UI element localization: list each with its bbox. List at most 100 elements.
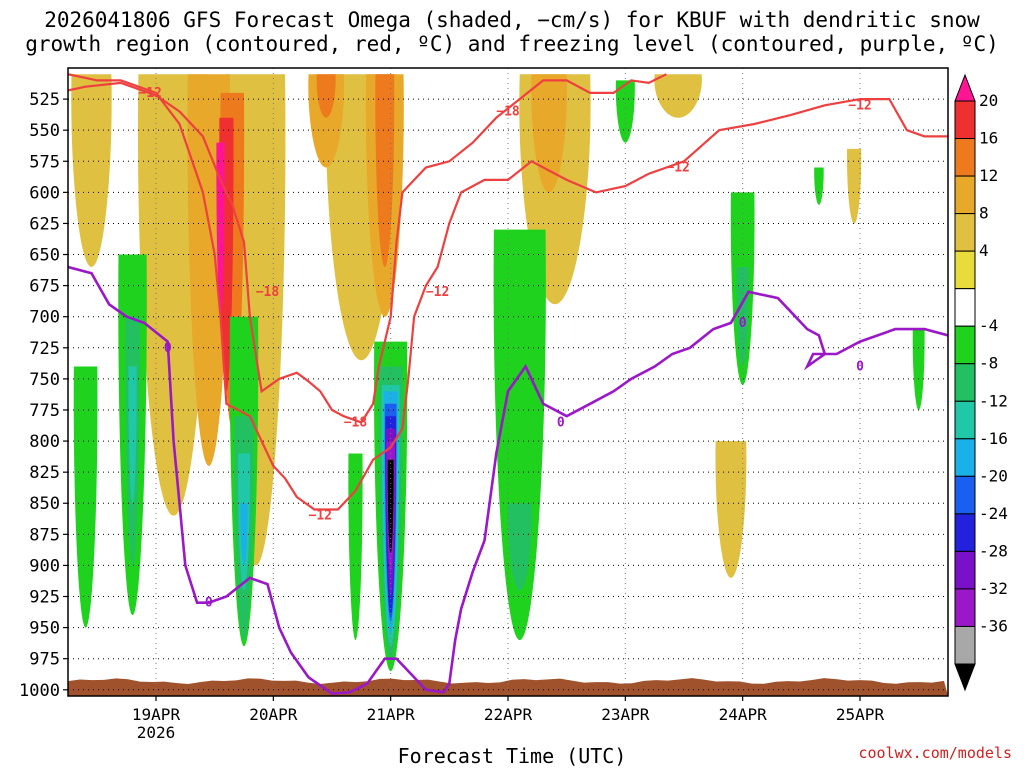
x-tick-label: 23APR [601, 705, 650, 724]
colorbar-tick-label: -12 [979, 391, 1008, 410]
colorbar-segment [954, 175, 976, 215]
y-tick-label: 925 [29, 588, 60, 608]
contour-label: −12 [309, 509, 332, 524]
omega-shade-region [348, 453, 363, 641]
x-tick-label: 21APR [367, 705, 416, 724]
colorbar-bottom-arrow [954, 663, 976, 692]
contour-label: −12 [426, 285, 449, 300]
colorbar-segment [954, 438, 976, 477]
colorbar-tick-label: -32 [979, 579, 1008, 598]
x-axis-label: Forecast Time (UTC) [397, 744, 627, 768]
contour-label: −12 [848, 98, 871, 113]
colorbar-tick-label: -8 [979, 354, 998, 373]
contour-snow-growth-bottom-minus12 [68, 73, 948, 511]
y-tick-label: 650 [29, 246, 60, 266]
y-tick-label: 825 [29, 463, 60, 483]
omega-shading [71, 74, 925, 672]
omega-shade-region [240, 503, 248, 566]
omega-shade-region [531, 74, 567, 193]
colorbar-tick-label: 16 [979, 129, 998, 148]
contour-label: 0 [557, 415, 565, 430]
colorbar-tick-label: -16 [979, 429, 1008, 448]
y-tick-label: 750 [29, 370, 60, 390]
chart-title-line-1: 2026041806 GFS Forecast Omega (shaded, −… [44, 8, 980, 32]
colorbar-segment [954, 625, 976, 665]
y-tick-label: 700 [29, 308, 60, 328]
contour-label: −12 [138, 86, 161, 101]
omega-shade-region [736, 266, 749, 367]
omega-shade-region [507, 503, 532, 591]
colorbar-segment [954, 475, 976, 515]
contour-snow-growth-top-minus18 [68, 73, 667, 424]
colorbar-tick-label: -4 [979, 316, 998, 335]
contour-label: −12 [666, 160, 689, 175]
colorbar-tick-label: 8 [979, 204, 989, 223]
terrain-surface [68, 678, 948, 696]
omega-shade-region [615, 80, 635, 143]
y-tick-label: 550 [29, 121, 60, 141]
contour-label: −18 [344, 415, 368, 430]
y-tick-label: 775 [29, 401, 60, 421]
colorbar: 20 16 12 8 4 -4 -8 -12 -16 -20 -24 -28 -32 -36 [954, 73, 1008, 692]
omega-shade-region [493, 229, 546, 641]
contour-label: 0 [856, 359, 864, 374]
contour-freezing-level-0 [68, 265, 948, 695]
y-tick-label: 875 [29, 525, 60, 545]
omega-shade-region [316, 74, 336, 118]
colorbar-segment [954, 213, 976, 252]
colorbar-tick-label: -24 [979, 504, 1008, 523]
y-tick-label: 950 [29, 619, 60, 639]
colorbar-segment [954, 288, 976, 327]
y-tick-label: 600 [29, 183, 60, 203]
colorbar-segment [954, 550, 976, 590]
omega-shade-region [912, 329, 925, 410]
y-tick-label: 525 [29, 90, 60, 110]
colorbar-segment [954, 400, 976, 440]
x-tick-label: 20APR [249, 705, 298, 724]
x-tick-year-label: 2026 [137, 723, 176, 742]
y-tick-label: 675 [29, 277, 60, 297]
x-tick-label: 24APR [719, 705, 768, 724]
contour-label: −18 [496, 105, 520, 120]
contour-lines [68, 73, 948, 695]
y-tick-label: 975 [29, 650, 60, 670]
contour-label: 0 [205, 596, 213, 611]
x-tick-label: 22APR [484, 705, 533, 724]
y-tick-label: 575 [29, 152, 60, 172]
colorbar-tick-label: 4 [979, 241, 989, 260]
y-tick-label: 1000 [19, 681, 60, 701]
colorbar-segment [954, 100, 976, 140]
colorbar-tick-label: -36 [979, 616, 1008, 635]
omega-shade-region [654, 74, 702, 118]
colorbar-segment [954, 325, 976, 365]
omega-shade-region [128, 366, 137, 504]
omega-shade-region [308, 74, 344, 168]
colorbar-segment [954, 363, 976, 402]
y-tick-label: 850 [29, 494, 60, 514]
x-tick-label: 19APR [132, 705, 181, 724]
grid [68, 68, 948, 696]
terrain-layer [68, 678, 948, 696]
y-axis-ticks: 525 550 575 600 625 650 675 700 725 750 775 800 825 8… [19, 90, 68, 701]
colorbar-segment [954, 513, 976, 552]
credit-link[interactable]: coolwx.com/models [858, 744, 1012, 762]
contour-label: −18 [256, 285, 280, 300]
colorbar-segment [954, 588, 976, 627]
contour-labels: −12 −18 −12 −12 −18 −12 −18 −12 0 0 0 0 0 [138, 86, 871, 611]
colorbar-segment [954, 250, 976, 290]
colorbar-tick-label: -20 [979, 466, 1008, 485]
omega-shade-region [814, 167, 824, 205]
x-tick-label: 25APR [836, 705, 885, 724]
omega-shade-region [387, 459, 394, 553]
y-tick-label: 900 [29, 556, 60, 576]
colorbar-tick-label: 20 [979, 91, 998, 110]
omega-shade-region [71, 74, 112, 267]
contour-label: 0 [739, 316, 747, 331]
omega-shade-region [715, 441, 747, 578]
y-tick-label: 800 [29, 432, 60, 452]
y-tick-label: 625 [29, 214, 60, 234]
chart-title-line-2: growth region (contoured, red, ºC) and f… [25, 32, 999, 56]
contour-label: 0 [164, 341, 172, 356]
